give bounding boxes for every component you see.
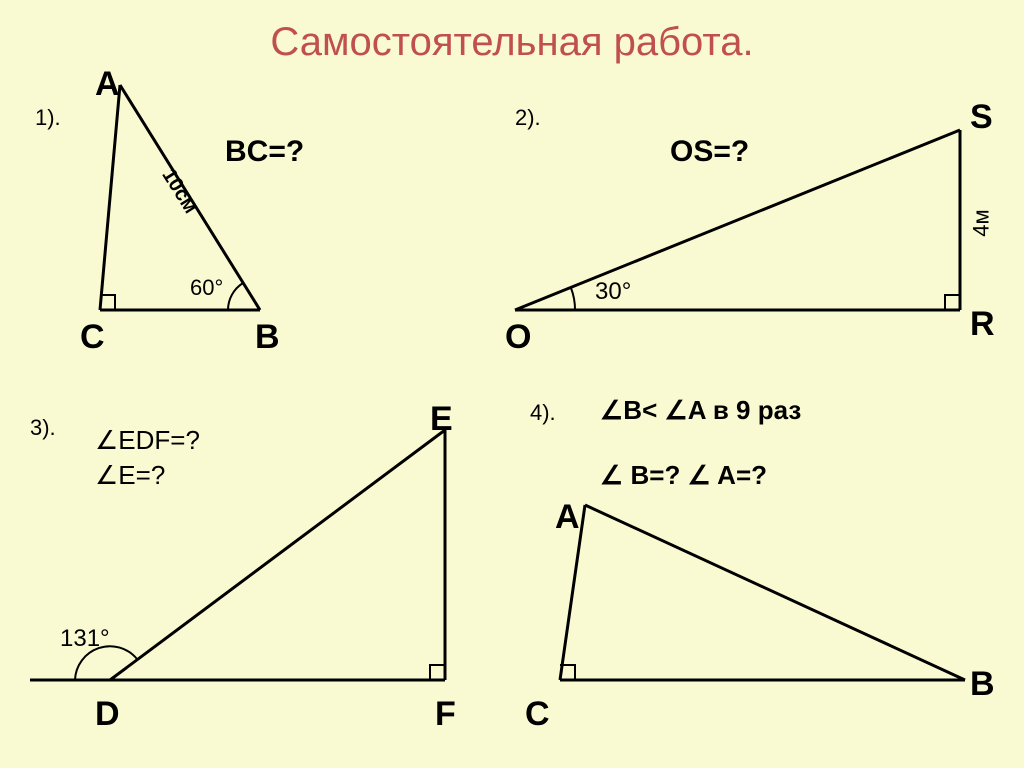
angle-30: 30° bbox=[595, 278, 631, 306]
problem-1-question: BC=? bbox=[225, 135, 304, 169]
problem-4-num: 4). bbox=[530, 400, 556, 426]
vertex-S: S bbox=[970, 98, 993, 137]
vertex-D: D bbox=[95, 695, 120, 734]
problem-1-num: 1). bbox=[35, 105, 61, 131]
vertex-B-1: B bbox=[255, 318, 280, 357]
problem-2-num: 2). bbox=[515, 105, 541, 131]
problem-3-num: 3). bbox=[30, 415, 56, 441]
side-4m: 4м bbox=[969, 209, 995, 236]
vertex-C-1: C bbox=[80, 318, 105, 357]
vertex-O: O bbox=[505, 318, 531, 357]
diagram-canvas bbox=[0, 0, 1024, 768]
problem-2-question: OS=? bbox=[670, 135, 749, 169]
angle-60: 60° bbox=[190, 275, 223, 301]
vertex-A-4: A bbox=[555, 498, 580, 537]
vertex-R: R bbox=[970, 305, 995, 344]
problem-3-q1: ∠EDF=? bbox=[95, 425, 200, 456]
problem-4-cond: ∠B< ∠A в 9 раз bbox=[600, 395, 820, 426]
vertex-F: F bbox=[435, 695, 456, 734]
triangle-4 bbox=[560, 505, 965, 680]
problem-3-q2: ∠E=? bbox=[95, 460, 165, 491]
problem-4-q: ∠ B=? ∠ A=? bbox=[600, 460, 767, 491]
vertex-E: E bbox=[430, 400, 453, 439]
angle-131: 131° bbox=[60, 625, 110, 653]
vertex-B-4: B bbox=[970, 665, 995, 704]
vertex-A-1: A bbox=[95, 65, 120, 104]
vertex-C-4: C bbox=[525, 695, 550, 734]
